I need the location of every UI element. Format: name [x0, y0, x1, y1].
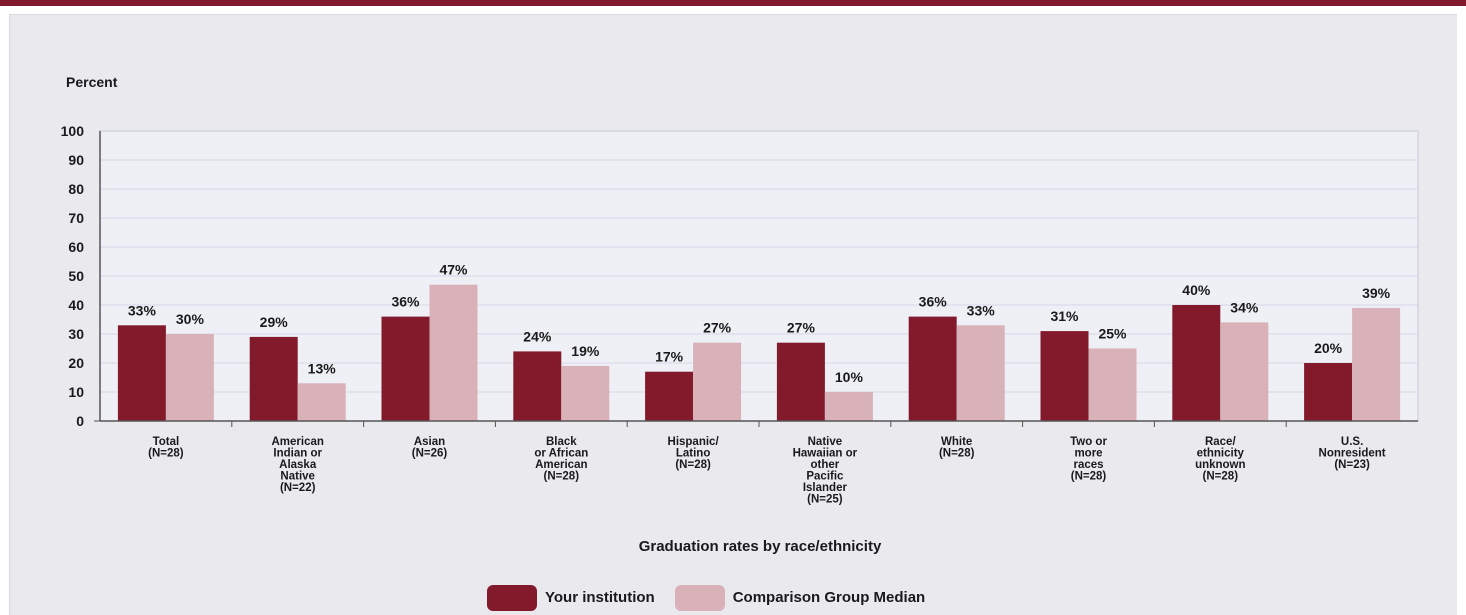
category-label: Race/ethnicity unknown (N=28): [1195, 436, 1245, 483]
value-label: 33%: [128, 302, 157, 318]
value-label: 31%: [1050, 308, 1079, 324]
bar-comparison-median: [693, 342, 742, 421]
value-label: 10%: [835, 369, 864, 385]
bar-comparison-median: [824, 392, 873, 421]
bar-your-institution: [1040, 331, 1089, 421]
legend-item-your-institution: Your institution: [487, 584, 655, 611]
y-tick-label: 20: [68, 355, 84, 371]
legend-label-your-institution: Your institution: [545, 589, 655, 606]
y-tick-label: 90: [68, 152, 84, 168]
legend-item-comparison-group-median: Comparison Group Median: [674, 584, 926, 611]
y-tick-label: 100: [61, 123, 85, 139]
y-tick-label: 30: [68, 326, 84, 342]
bar-comparison-median: [561, 365, 610, 421]
legend-swatch-your-institution: [487, 584, 537, 611]
category-label: Black or African American (N=28): [534, 436, 588, 483]
y-axis-title: Percent: [66, 74, 118, 90]
bar-your-institution: [1172, 305, 1221, 421]
bar-your-institution: [117, 325, 166, 421]
category-label: Total (N=28): [148, 436, 184, 460]
category-labels: Total (N=28) American Indian or Alaska Native…: [148, 436, 1386, 506]
bar-comparison-median: [1220, 322, 1269, 421]
category-label: White (N=28): [939, 436, 975, 460]
axes: [94, 131, 1418, 427]
bar-your-institution: [249, 336, 298, 421]
value-label: 13%: [308, 360, 337, 376]
y-tick-label: 80: [68, 181, 84, 197]
value-label: 24%: [523, 328, 552, 344]
value-label: 40%: [1182, 282, 1211, 298]
bar-comparison-median: [297, 383, 346, 421]
bar-comparison-median: [956, 325, 1005, 421]
legend: Your institution Comparison Group Median: [487, 584, 945, 611]
value-label: 34%: [1230, 299, 1259, 315]
bar-comparison-median: [1352, 307, 1401, 421]
value-label: 30%: [176, 311, 205, 327]
bar-comparison-median: [429, 284, 478, 421]
value-label: 27%: [787, 320, 816, 336]
category-label: Native Hawaiian or other Pacific Islander (N=…: [793, 436, 858, 506]
value-label: 33%: [967, 302, 996, 318]
legend-label-comparison-group-median: Comparison Group Median: [732, 589, 926, 606]
value-label: 36%: [391, 294, 420, 310]
x-axis-title: Graduation rates by race/ethnicity: [638, 538, 882, 555]
value-label: 47%: [439, 262, 468, 278]
bar-your-institution: [908, 316, 957, 421]
category-label: Hispanic/Latino (N=28): [668, 436, 720, 471]
category-label: U.S. Nonresident (N=23): [1319, 436, 1386, 471]
value-label: 20%: [1314, 340, 1343, 356]
value-label: 19%: [571, 343, 600, 359]
y-tick-label: 0: [76, 413, 84, 429]
y-tick-labels: 0 10 20 30 40 50 60 70 80 90 100: [61, 123, 85, 429]
value-label: 29%: [260, 314, 289, 330]
bar-your-institution: [645, 371, 694, 421]
bar-your-institution: [513, 351, 562, 421]
bar-your-institution: [381, 316, 430, 421]
bar-comparison-median: [1088, 348, 1137, 421]
y-tick-label: 10: [68, 384, 84, 400]
y-tick-label: 50: [68, 268, 84, 284]
legend-swatch-comparison-group-median: [674, 584, 725, 611]
category-label: American Indian or Alaska Native (N=22): [271, 436, 323, 494]
y-tick-label: 70: [68, 210, 84, 226]
value-labels: 33% 30% 29% 13% 36% 47% 24% 19% 17% 27% 27% 10% 36% 3…: [128, 262, 1391, 385]
y-tick-label: 60: [68, 239, 84, 255]
value-label: 39%: [1362, 285, 1391, 301]
category-label: Asian (N=26): [412, 436, 448, 460]
category-label: Two or more races (N=28): [1070, 436, 1107, 483]
bars: [117, 284, 1401, 421]
top-accent-bar: [0, 0, 1466, 6]
value-label: 17%: [655, 349, 684, 365]
bar-your-institution: [1304, 363, 1353, 421]
y-tick-label: 40: [68, 297, 84, 313]
bar-your-institution: [776, 342, 825, 421]
value-label: 27%: [703, 320, 732, 336]
bar-comparison-median: [165, 334, 214, 421]
value-label: 36%: [919, 294, 948, 310]
value-label: 25%: [1098, 326, 1127, 342]
